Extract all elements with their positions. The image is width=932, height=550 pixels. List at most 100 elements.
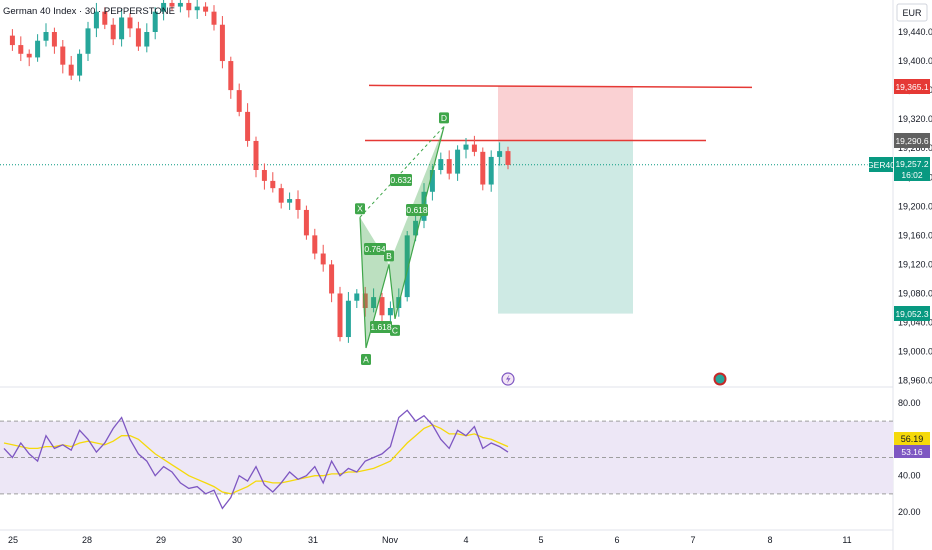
price-tick-label: 19,160.0: [898, 230, 932, 240]
pattern-point-marker[interactable]: [355, 203, 365, 215]
svg-text:GER40: GER40: [867, 160, 895, 170]
candle-body: [18, 45, 24, 54]
pattern-legs: [359, 126, 445, 349]
price-tick-label: 19,440.0: [898, 27, 932, 37]
candle-body: [387, 307, 393, 316]
candle-body: [505, 151, 511, 165]
candle-body: [9, 35, 15, 46]
pattern-ratio-label: 0.764: [364, 244, 386, 254]
price-tick-label: 19,040.0: [898, 318, 932, 328]
pattern-ratio-label: 0.618: [406, 205, 428, 215]
candle-body: [371, 297, 377, 308]
candle-body: [43, 32, 49, 41]
candle-body: [287, 199, 293, 203]
candle-body: [379, 297, 385, 316]
pattern-point-label: B: [386, 251, 392, 261]
price-tick-label: 19,320.0: [898, 114, 932, 124]
pattern-triangle-bcd: [389, 126, 444, 319]
rsi-pane: [0, 409, 893, 510]
pattern-point-marker[interactable]: [384, 250, 394, 262]
candle-body: [270, 180, 276, 189]
rsi-line: [3, 409, 509, 510]
candle-body: [362, 293, 368, 308]
candle-body: [413, 220, 419, 236]
pattern-ratio-label: 1.618: [370, 322, 392, 332]
candle-body: [312, 235, 318, 254]
time-tick-label: 4: [463, 535, 468, 545]
time-tick-label: 25: [8, 535, 18, 545]
take-profit-zone[interactable]: [498, 140, 633, 314]
rsi-tick-label: 20.00: [898, 507, 921, 517]
time-tick-label: 8: [767, 535, 772, 545]
position-tool[interactable]: [0, 84, 893, 314]
candle-body: [219, 24, 225, 62]
current-price-label: 19,257.2 16:02: [894, 157, 930, 181]
pattern-point-marker[interactable]: [390, 324, 400, 336]
candle-body: [169, 2, 175, 7]
rsi-ma-line: [3, 424, 509, 495]
rsi-ma-value-label: 56.19: [894, 432, 930, 445]
candle-body: [236, 90, 242, 112]
pattern-ratio-tag[interactable]: [390, 174, 412, 186]
candle-body: [354, 293, 360, 301]
candle-body: [337, 293, 343, 338]
stop-loss-zone[interactable]: [498, 86, 633, 141]
target-level-label: 19,052.3: [894, 306, 930, 321]
currency-button[interactable]: [896, 3, 928, 22]
candle-body: [127, 17, 133, 29]
price-tick-label: 18,960.0: [898, 376, 932, 386]
pattern-ratio-label: 0.632: [390, 175, 412, 185]
time-tick-label: 28: [82, 535, 92, 545]
candle-body: [77, 53, 83, 76]
candle-body: [455, 149, 461, 174]
price-tick-label: 19,000.0: [898, 347, 932, 357]
price-tick-label: 19,400.0: [898, 56, 932, 66]
price-tick-label: 19,280.0: [898, 143, 932, 153]
time-tick-label: 31: [308, 535, 318, 545]
candle-body: [278, 188, 284, 203]
price-tick-label: 19,080.0: [898, 288, 932, 298]
candle-body: [152, 11, 158, 32]
candle-body: [253, 140, 259, 170]
pattern-ratio-tag[interactable]: [364, 243, 386, 255]
currency-label: EUR: [902, 8, 922, 18]
pattern-point-marker[interactable]: [361, 353, 371, 365]
candle-body: [85, 28, 91, 54]
pattern-ratio-tag[interactable]: [406, 204, 428, 216]
candle-body: [320, 253, 326, 265]
pattern-ratio-tag[interactable]: [370, 321, 392, 333]
svg-text:19,365.1: 19,365.1: [895, 82, 928, 92]
time-tick-label: Nov: [382, 535, 399, 545]
candle-body: [329, 264, 335, 294]
candle-body: [463, 144, 469, 150]
candle-body: [471, 144, 477, 152]
candle-body: [429, 169, 435, 192]
price-tick-label: 19,120.0: [898, 259, 932, 269]
svg-text:19,290.6: 19,290.6: [895, 136, 928, 146]
candle-body: [211, 11, 217, 25]
candle-body: [186, 2, 192, 11]
stop-level-line[interactable]: [368, 84, 753, 89]
candle-body: [110, 24, 116, 40]
candle-body: [303, 209, 309, 236]
candle-body: [135, 28, 141, 47]
time-tick-label: 29: [156, 535, 166, 545]
candle-body: [161, 2, 167, 12]
rsi-tick-label: 80.00: [898, 398, 921, 408]
lightning-glyph: [506, 374, 511, 384]
candle-body: [228, 61, 234, 91]
pattern-point-marker[interactable]: [439, 112, 449, 124]
pattern-point-label: C: [392, 325, 398, 335]
time-axis[interactable]: 25 28 29 30 31 Nov 4 5 6 7 8 11: [8, 535, 852, 545]
chart-title: German 40 Index · 30 · PEPPERSTONE: [3, 6, 175, 17]
svg-text:16:02: 16:02: [901, 170, 923, 180]
candle-body: [446, 159, 452, 174]
candle-body: [102, 11, 108, 25]
symbol-badge[interactable]: GER40: [867, 157, 895, 172]
harmonic-pattern[interactable]: X A B C D 0.632 0.764 0.618 1.618: [355, 112, 449, 365]
rsi-value-label: 53.16: [894, 445, 930, 458]
candle-body: [203, 6, 209, 12]
pattern-xd-line: [359, 126, 445, 218]
rsi-tick-label: 40.00: [898, 471, 921, 481]
